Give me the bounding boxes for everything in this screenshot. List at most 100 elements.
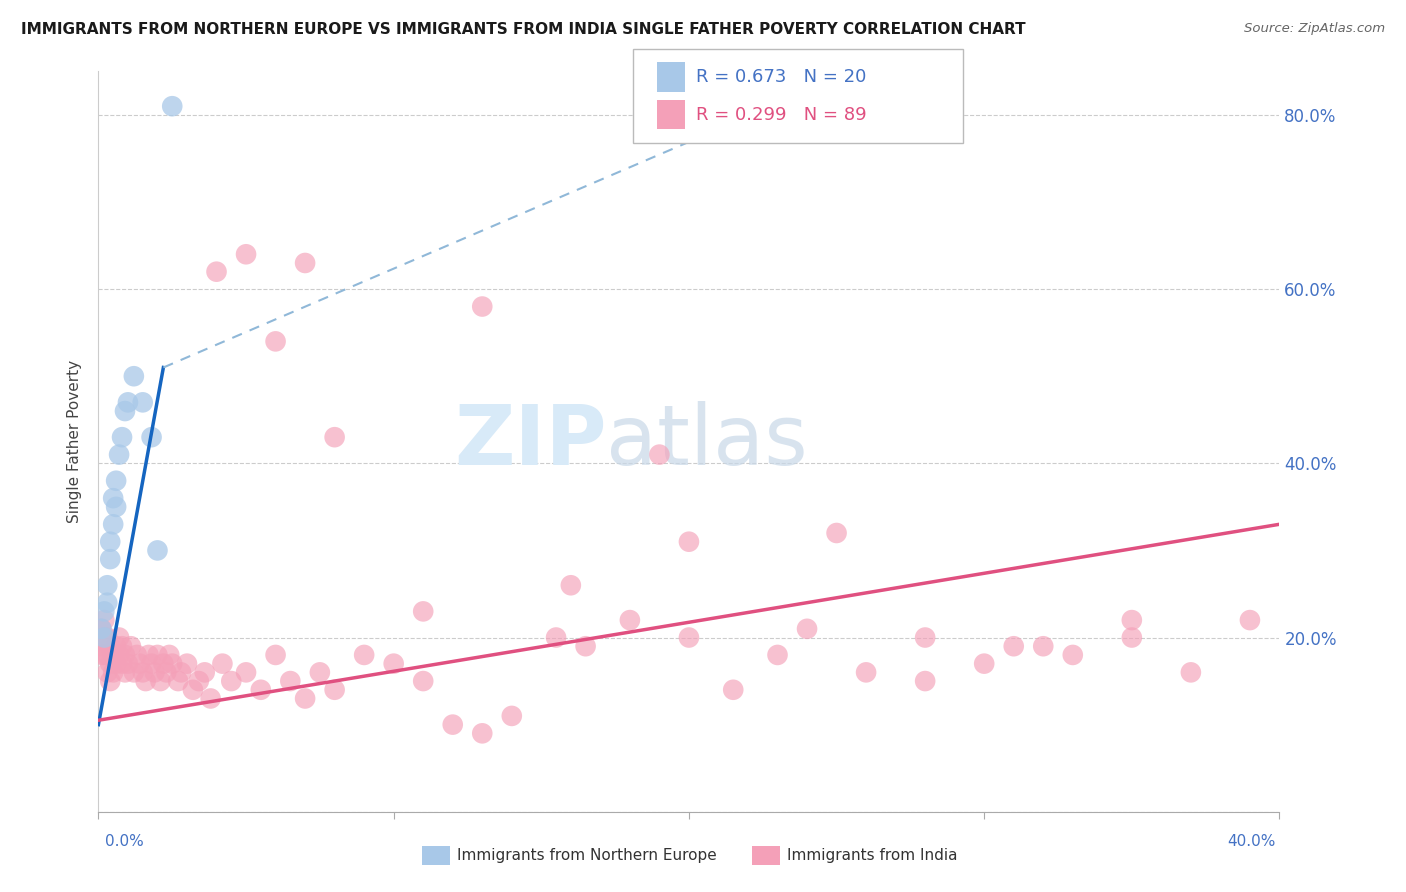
Point [108, 631, 131, 645]
Point [143, 665, 166, 680]
Point [105, 639, 128, 653]
Point [111, 639, 134, 653]
Point [93, 631, 115, 645]
Point [170, 665, 193, 680]
Point [412, 674, 434, 689]
Point [1239, 613, 1261, 627]
Point [149, 674, 172, 689]
Point [98, 657, 121, 671]
Point [141, 430, 163, 444]
Point [105, 500, 128, 514]
Text: Immigrants from Northern Europe: Immigrants from Northern Europe [457, 848, 717, 863]
Point [108, 448, 131, 462]
Text: Source: ZipAtlas.com: Source: ZipAtlas.com [1244, 22, 1385, 36]
Text: 40.0%: 40.0% [1227, 834, 1275, 848]
Text: ZIP: ZIP [454, 401, 606, 482]
Point [103, 648, 125, 662]
Point [98, 674, 121, 689]
Point [146, 648, 169, 662]
Point [412, 604, 434, 618]
Point [973, 657, 995, 671]
Point [353, 648, 375, 662]
Point [155, 665, 177, 680]
Point [90, 622, 112, 636]
Point [167, 674, 190, 689]
Point [135, 674, 157, 689]
Text: Immigrants from India: Immigrants from India [787, 848, 957, 863]
Point [96, 665, 118, 680]
Point [105, 657, 128, 671]
Point [96, 631, 118, 645]
Point [93, 604, 115, 618]
Point [205, 265, 228, 279]
Point [250, 682, 273, 697]
Point [235, 665, 257, 680]
Point [96, 648, 118, 662]
Y-axis label: Single Father Poverty: Single Father Poverty [67, 360, 83, 523]
Point [162, 657, 183, 671]
Point [181, 682, 204, 697]
Point [1062, 648, 1084, 662]
Point [122, 369, 145, 384]
Point [471, 300, 494, 314]
Text: R = 0.299   N = 89: R = 0.299 N = 89 [696, 105, 866, 124]
Point [546, 631, 568, 645]
Point [90, 639, 112, 653]
Point [111, 430, 134, 444]
Point [117, 657, 139, 671]
Point [194, 665, 217, 680]
Point [114, 404, 136, 418]
Point [221, 674, 243, 689]
Point [323, 430, 346, 444]
Point [1121, 631, 1143, 645]
Point [280, 674, 302, 689]
Point [323, 682, 346, 697]
Point [96, 578, 118, 592]
Point [90, 622, 112, 636]
Point [855, 665, 877, 680]
Point [98, 552, 121, 566]
Point [294, 691, 316, 706]
Point [176, 657, 198, 671]
Point [117, 395, 139, 409]
Point [138, 648, 160, 662]
Point [1121, 613, 1143, 627]
Point [471, 726, 494, 740]
Point [560, 578, 582, 592]
Point [98, 639, 121, 653]
Point [235, 247, 257, 261]
Point [93, 613, 115, 627]
Point [678, 534, 700, 549]
Point [441, 717, 464, 731]
Point [105, 474, 128, 488]
Point [1002, 639, 1025, 653]
Point [93, 631, 115, 645]
Point [294, 256, 316, 270]
Point [162, 99, 183, 113]
Point [619, 613, 641, 627]
Point [914, 631, 936, 645]
Text: R = 0.673   N = 20: R = 0.673 N = 20 [696, 68, 866, 87]
Point [766, 648, 789, 662]
Point [103, 517, 125, 532]
Point [128, 657, 150, 671]
Text: IMMIGRANTS FROM NORTHERN EUROPE VS IMMIGRANTS FROM INDIA SINGLE FATHER POVERTY C: IMMIGRANTS FROM NORTHERN EUROPE VS IMMIG… [21, 22, 1026, 37]
Point [1180, 665, 1202, 680]
Point [723, 682, 745, 697]
Point [93, 648, 115, 662]
Point [211, 657, 233, 671]
Point [114, 665, 136, 680]
Point [187, 674, 209, 689]
Point [914, 674, 936, 689]
Point [103, 491, 125, 505]
Point [648, 448, 671, 462]
Point [111, 657, 134, 671]
Point [103, 665, 125, 680]
Point [120, 639, 142, 653]
Point [575, 639, 598, 653]
Point [501, 709, 523, 723]
Point [157, 648, 180, 662]
Point [200, 691, 222, 706]
Point [309, 665, 332, 680]
Point [382, 657, 405, 671]
